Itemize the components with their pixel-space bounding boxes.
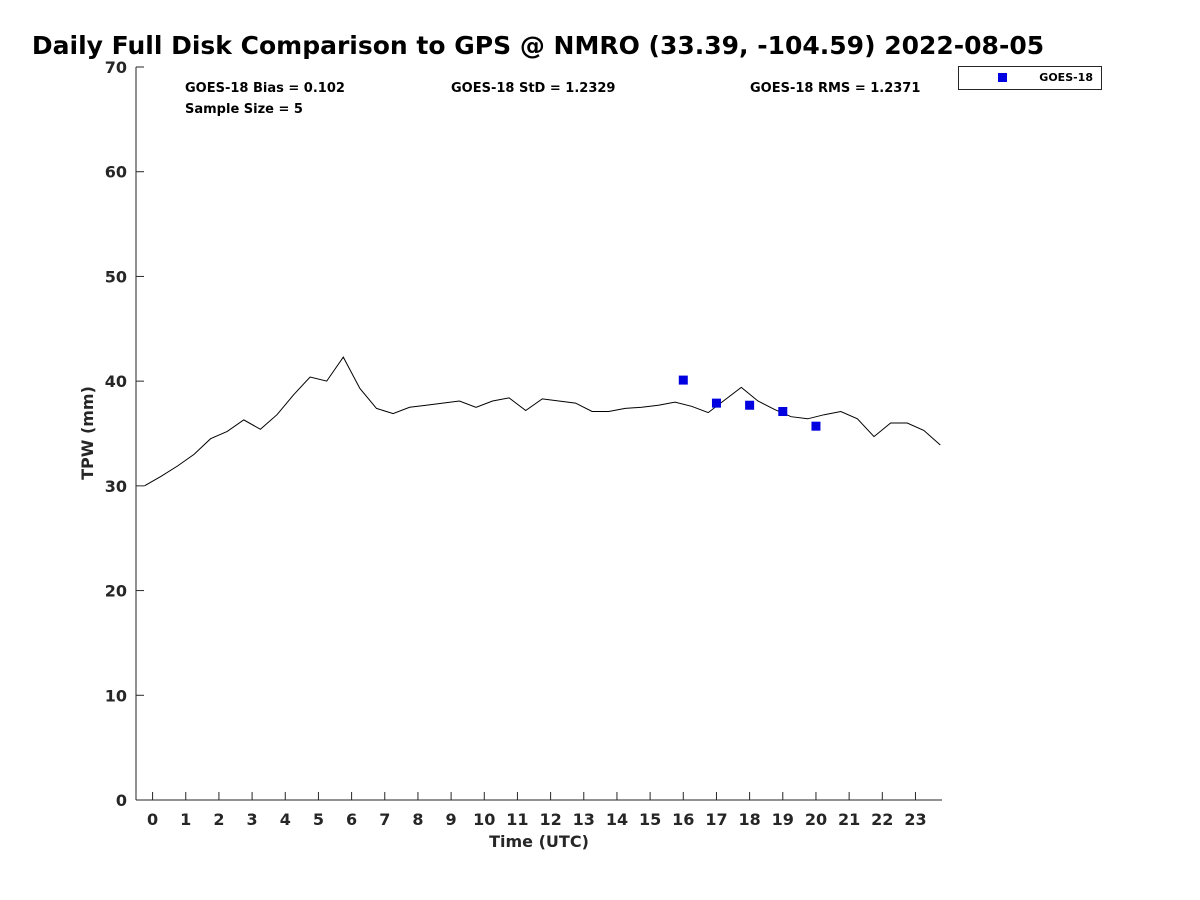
x-tick-label: 23	[904, 810, 926, 829]
x-tick-label: 8	[412, 810, 423, 829]
x-tick-label: 5	[313, 810, 324, 829]
x-tick-label: 10	[473, 810, 495, 829]
x-tick-label: 1	[180, 810, 191, 829]
stat-bias: GOES-18 Bias = 0.102	[185, 81, 345, 96]
x-tick-label: 18	[738, 810, 760, 829]
x-tick-label: 14	[606, 810, 628, 829]
x-tick-label: 19	[772, 810, 794, 829]
x-tick-label: 3	[247, 810, 258, 829]
x-tick-label: 12	[539, 810, 561, 829]
x-tick-label: 4	[280, 810, 291, 829]
chart-title: Daily Full Disk Comparison to GPS @ NMRO…	[32, 31, 1044, 60]
x-tick-label: 0	[147, 810, 158, 829]
legend: GOES-18	[958, 66, 1102, 90]
x-tick-label: 21	[838, 810, 860, 829]
y-tick-group: 0 10 20 30 40 50 60 70	[105, 58, 144, 810]
series-layer	[144, 356, 941, 487]
x-tick-label: 20	[805, 810, 827, 829]
x-tick-label: 16	[672, 810, 694, 829]
x-tick-label: 7	[379, 810, 390, 829]
x-tick-label: 22	[871, 810, 893, 829]
goes18-point	[745, 400, 755, 410]
stat-rms: GOES-18 RMS = 1.2371	[750, 81, 920, 96]
stat-std: GOES-18 StD = 1.2329	[451, 81, 615, 96]
y-tick-label: 50	[105, 267, 127, 286]
stat-sample-size: Sample Size = 5	[185, 102, 303, 117]
goes18-point	[778, 407, 788, 417]
x-axis-label: Time (UTC)	[489, 832, 589, 851]
y-tick-label: 40	[105, 372, 127, 391]
x-tick-label: 13	[573, 810, 595, 829]
y-axis-label: TPW (mm)	[78, 386, 97, 480]
x-tick-label: 11	[506, 810, 528, 829]
y-tick-label: 30	[105, 477, 127, 496]
x-tick-label: 17	[705, 810, 727, 829]
goes18-point	[678, 375, 688, 385]
y-tick-label: 0	[116, 791, 127, 810]
legend-label: GOES-18	[1039, 71, 1093, 84]
x-tick-label: 2	[213, 810, 224, 829]
goes18-point	[811, 421, 821, 431]
legend-box	[958, 66, 1102, 90]
x-tick-label: 6	[346, 810, 357, 829]
stats-annotations: GOES-18 Bias = 0.102 GOES-18 StD = 1.232…	[185, 81, 920, 117]
y-tick-label: 10	[105, 686, 127, 705]
x-tick-label: 9	[446, 810, 457, 829]
x-tick-label: 15	[639, 810, 661, 829]
x-tick-group: 0 1 2 3 4 5 6 7 8 9 10 11 12 13 14 15 16 17 18 19 20 21 22 23	[147, 792, 927, 829]
gps-line	[144, 356, 941, 487]
legend-marker	[998, 73, 1007, 82]
y-tick-label: 70	[105, 58, 127, 77]
goes18-point	[711, 398, 721, 408]
y-tick-label: 20	[105, 582, 127, 601]
y-tick-label: 60	[105, 163, 127, 182]
